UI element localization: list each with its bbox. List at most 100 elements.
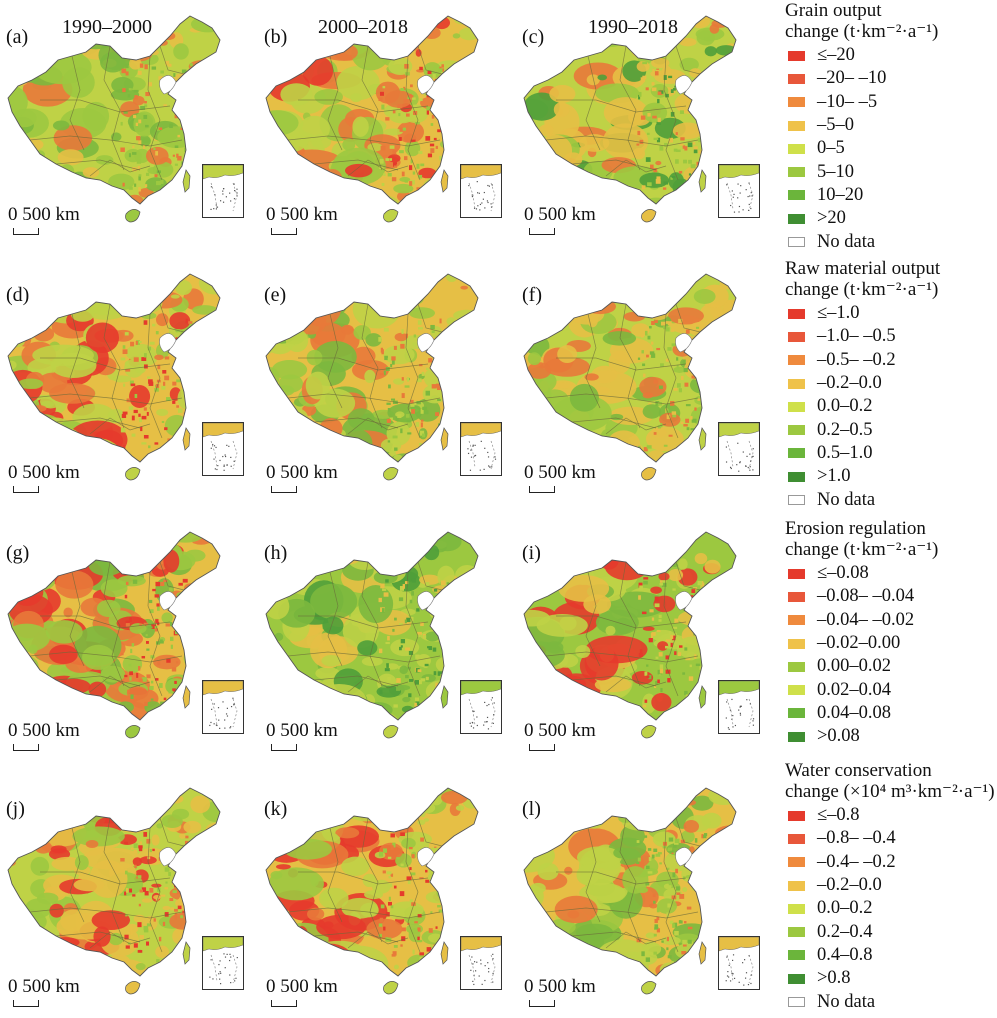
panel-label: (l) [522, 798, 541, 820]
legend-swatch [788, 73, 805, 84]
column-title: 1990–2000 [62, 16, 152, 38]
legend-swatch [788, 448, 805, 459]
scale-label: 0 500 km [524, 204, 596, 225]
panel-label: (g) [6, 542, 30, 564]
south-china-sea-inset [460, 422, 502, 476]
china-map [7, 15, 221, 223]
china-map [265, 787, 479, 995]
legend-label: ≤–0.8 [817, 805, 860, 826]
legend-label: 0.0–0.2 [817, 396, 873, 417]
map-panel-l: (l) 0 500 km [516, 772, 774, 1018]
scale-bar [271, 486, 297, 493]
scale-label: 0 500 km [8, 462, 80, 483]
legend-item: 0.04–0.08 [785, 702, 997, 725]
legend-item: >0.08 [785, 725, 997, 748]
legend-item: –20– –10 [785, 67, 997, 90]
legend-label: –0.8– –0.4 [817, 828, 896, 849]
scale-bar [13, 228, 39, 235]
map-panel-c: (c) 0 500 km [516, 0, 774, 246]
legend-label: ≤–0.08 [817, 563, 869, 584]
map-panel-f: (f) 0 500 km [516, 258, 774, 504]
legend-item: 0–5 [785, 137, 997, 160]
legend-title: Raw material output [785, 258, 941, 279]
legend-swatch [788, 568, 805, 579]
taiwan-island [698, 427, 707, 451]
taiwan-island [182, 169, 191, 193]
legend-swatch [788, 661, 805, 672]
legend-swatch [788, 731, 805, 742]
legend-swatch [788, 355, 805, 366]
legend-item: ≤–0.8 [785, 804, 997, 827]
legend-swatch [788, 708, 805, 719]
legend-swatch [788, 471, 805, 482]
hainan-island [383, 467, 399, 481]
taiwan-island [698, 169, 707, 193]
legend-swatch [788, 378, 805, 389]
hainan-island [641, 467, 657, 481]
south-china-sea-inset [460, 164, 502, 218]
legend-item: 0.5–1.0 [785, 442, 997, 465]
china-map [7, 273, 221, 481]
legend-swatch [788, 685, 805, 696]
legend-label: –0.04– –0.02 [817, 609, 915, 630]
south-china-sea-inset [202, 164, 244, 218]
legend-label: No data [817, 991, 876, 1012]
scale-bar [529, 228, 555, 235]
scale-bar [13, 1000, 39, 1007]
legend-item: –0.08– –0.04 [785, 585, 997, 608]
legend-swatch [788, 213, 805, 224]
china-map [265, 273, 479, 481]
panel-label: (j) [6, 798, 25, 820]
south-china-sea-inset [718, 422, 760, 476]
legend-swatch [788, 237, 805, 248]
legend-swatch [788, 857, 805, 868]
legend-label: 0.04–0.08 [817, 702, 891, 723]
panel-label: (i) [522, 542, 541, 564]
legend-swatch [788, 120, 805, 131]
legend-swatch [788, 401, 805, 412]
legend: Erosion regulation change (t·km⁻²·a⁻¹) ≤–0… [785, 518, 997, 748]
legend-swatch [788, 615, 805, 626]
china-map [265, 531, 479, 739]
hainan-island [125, 209, 141, 223]
map-panel-k: (k) 0 500 km [258, 772, 516, 1018]
scale-bar [271, 1000, 297, 1007]
legend-title: change (×10⁴ m³·km⁻²·a⁻¹) [785, 781, 995, 802]
legend-item: No data [785, 230, 997, 253]
hainan-island [125, 725, 141, 739]
china-map [7, 787, 221, 995]
legend-swatch [788, 190, 805, 201]
legend-swatch [788, 833, 805, 844]
scale-bar [13, 744, 39, 751]
legend-item: ≤–20 [785, 44, 997, 67]
taiwan-island [440, 427, 449, 451]
legend: Grain output change (t·km⁻²·a⁻¹) ≤–20 –20– … [785, 0, 997, 254]
panel-label: (f) [522, 284, 542, 306]
legend-item: No data [785, 488, 997, 511]
scale-label: 0 500 km [266, 462, 338, 483]
hainan-island [125, 981, 141, 995]
scale-bar [529, 744, 555, 751]
scale-label: 0 500 km [524, 720, 596, 741]
column-title: 1990–2018 [588, 16, 678, 38]
legend-title: change (t·km⁻²·a⁻¹) [785, 279, 939, 300]
map-panel-a: (a) 0 500 km [0, 0, 258, 246]
legend-label: –1.0– –0.5 [817, 326, 896, 347]
panel-label: (b) [264, 26, 288, 48]
legend-swatch [788, 50, 805, 61]
china-map [523, 787, 737, 995]
taiwan-island [698, 941, 707, 965]
panel-label: (k) [264, 798, 288, 820]
map-panel-j: (j) 0 500 km [0, 772, 258, 1018]
south-china-sea-inset [718, 164, 760, 218]
scale-bar [529, 1000, 555, 1007]
hainan-island [641, 209, 657, 223]
hainan-island [383, 209, 399, 223]
legend-title: Water conservation [785, 760, 932, 781]
legend-label: 0.2–0.4 [817, 921, 873, 942]
legend-swatch [788, 331, 805, 342]
legend-item: >20 [785, 207, 997, 230]
taiwan-island [698, 685, 707, 709]
legend-swatch [788, 495, 805, 506]
scale-label: 0 500 km [8, 976, 80, 997]
